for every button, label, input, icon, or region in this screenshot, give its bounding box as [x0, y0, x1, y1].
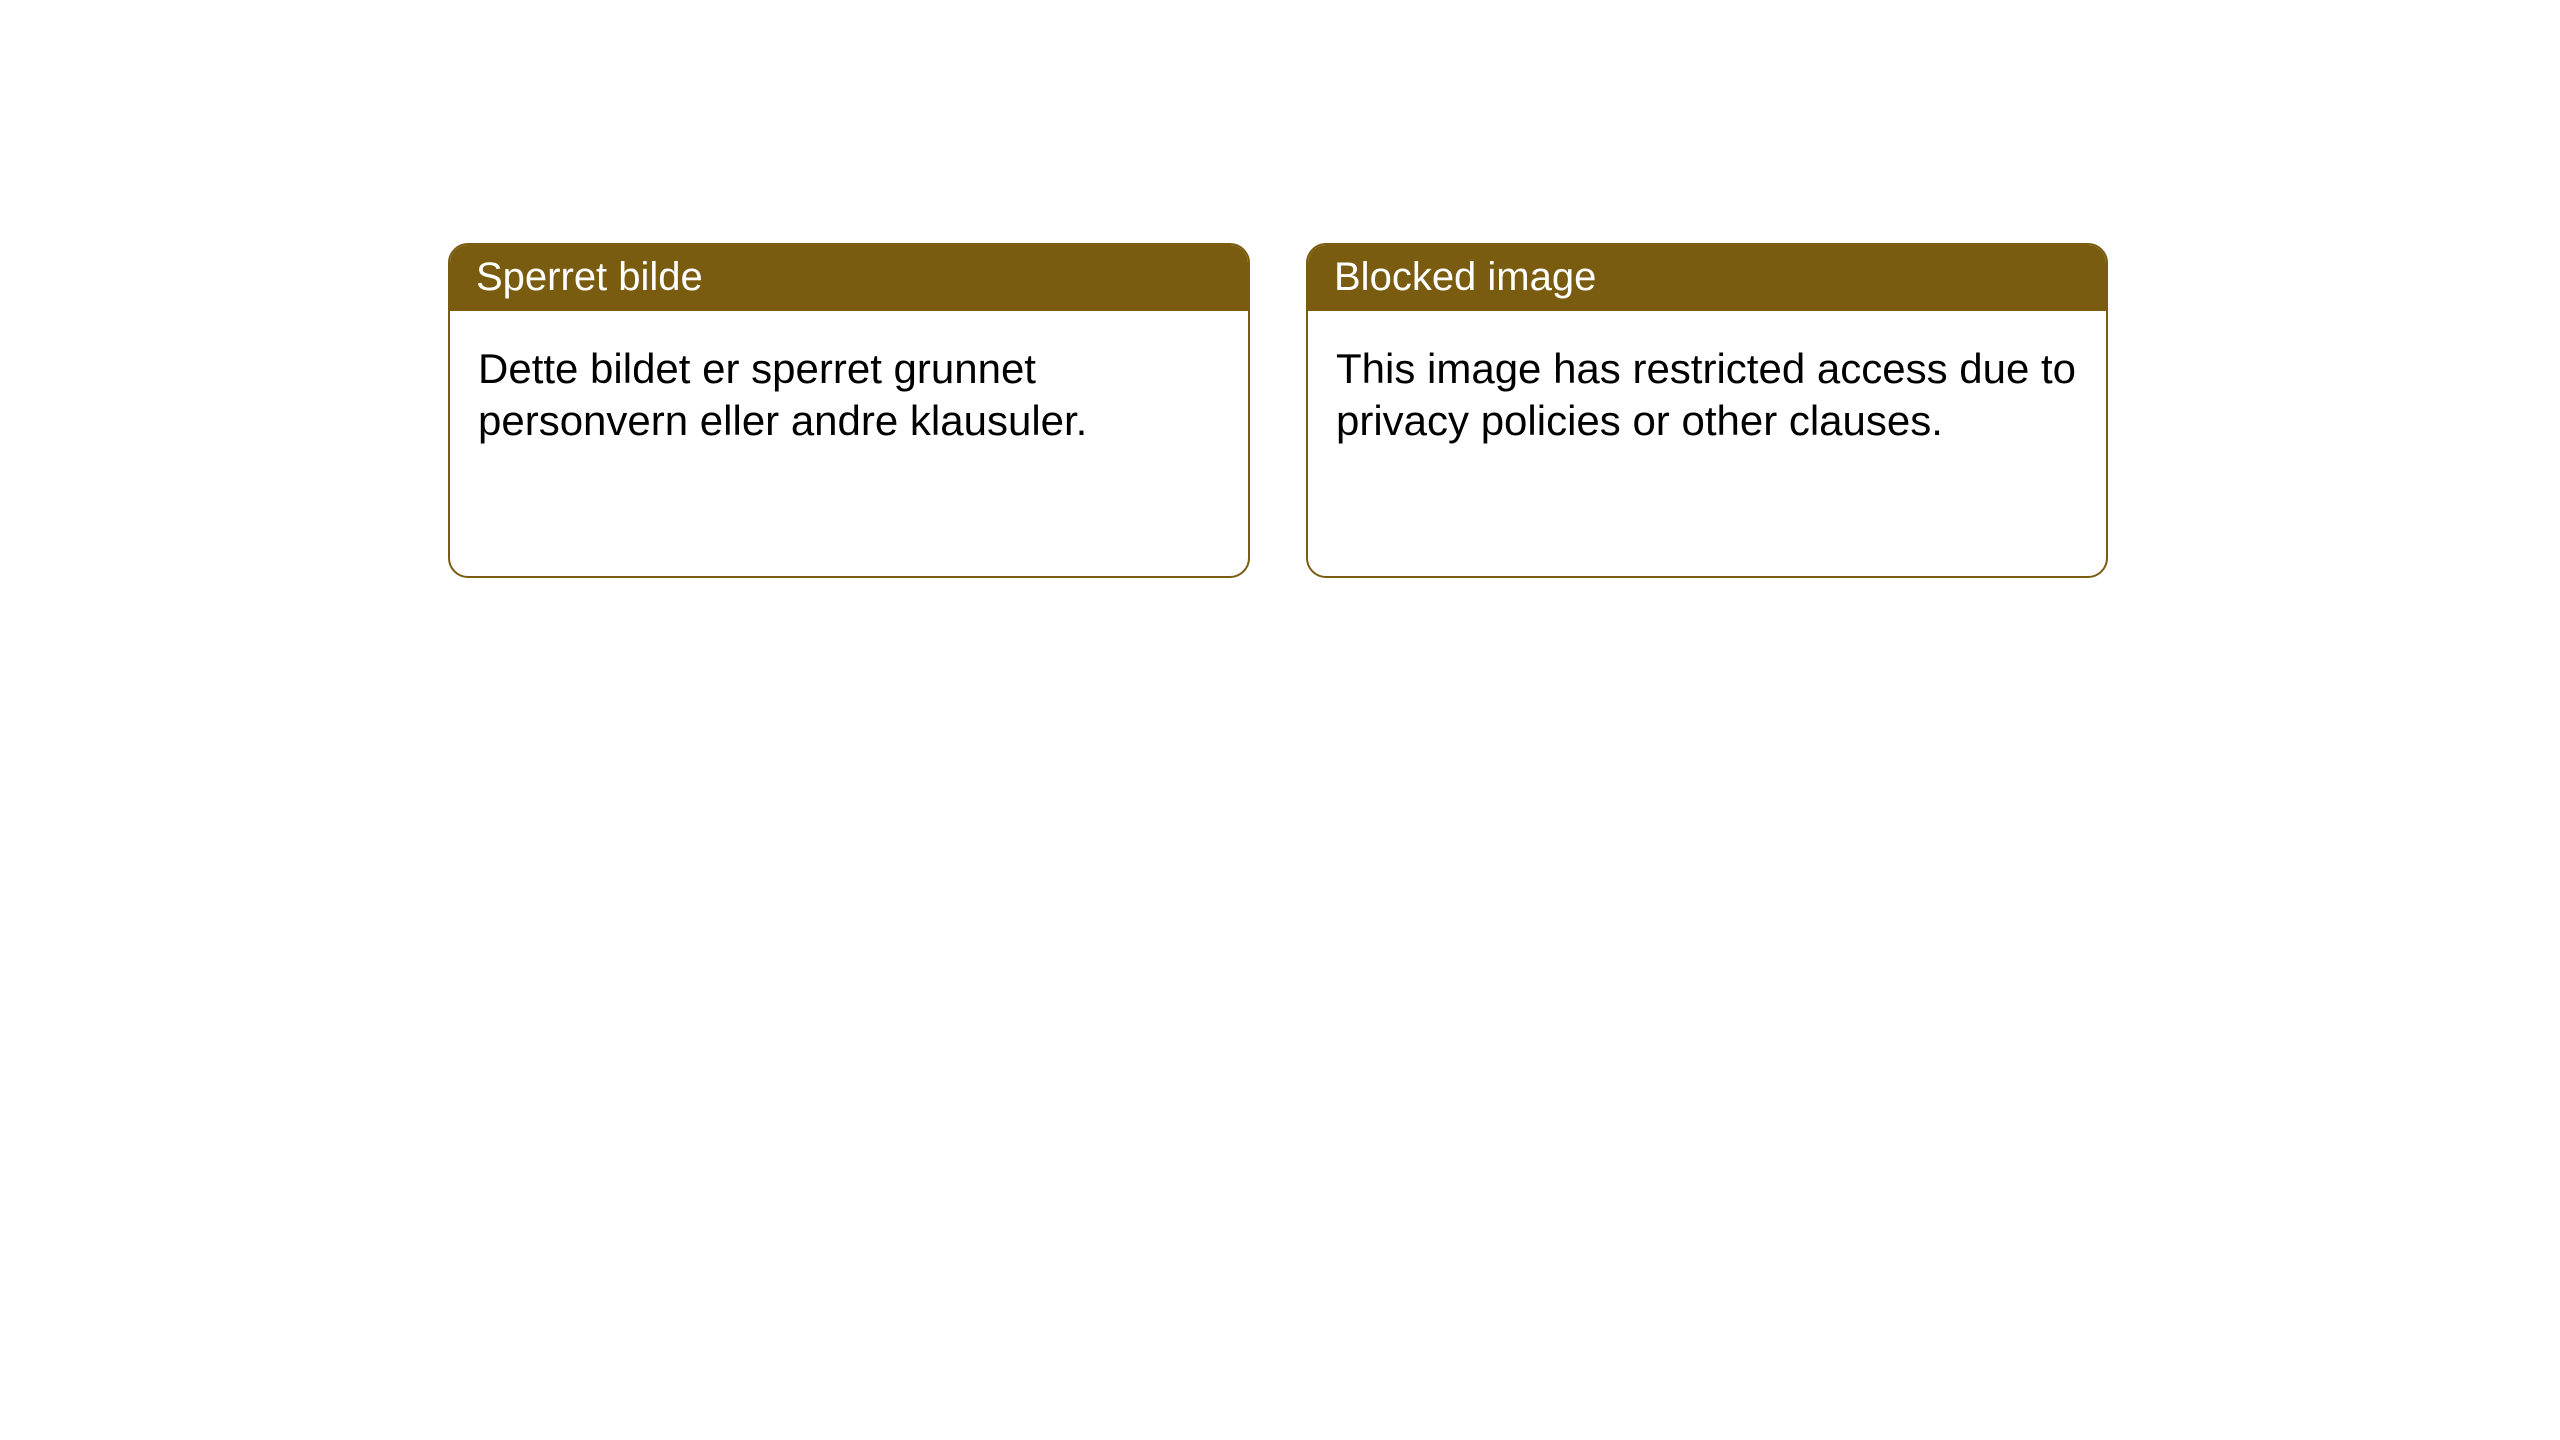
notice-title: Sperret bilde — [476, 255, 703, 299]
notice-header: Blocked image — [1308, 245, 2106, 311]
notice-body: This image has restricted access due to … — [1308, 311, 2106, 478]
notice-header: Sperret bilde — [450, 245, 1248, 311]
notice-message: Dette bildet er sperret grunnet personve… — [478, 345, 1087, 444]
notice-title: Blocked image — [1334, 255, 1596, 299]
notice-box-norwegian: Sperret bilde Dette bildet er sperret gr… — [448, 243, 1250, 578]
notice-body: Dette bildet er sperret grunnet personve… — [450, 311, 1248, 478]
notice-container: Sperret bilde Dette bildet er sperret gr… — [0, 0, 2560, 578]
notice-box-english: Blocked image This image has restricted … — [1306, 243, 2108, 578]
notice-message: This image has restricted access due to … — [1336, 345, 2076, 444]
